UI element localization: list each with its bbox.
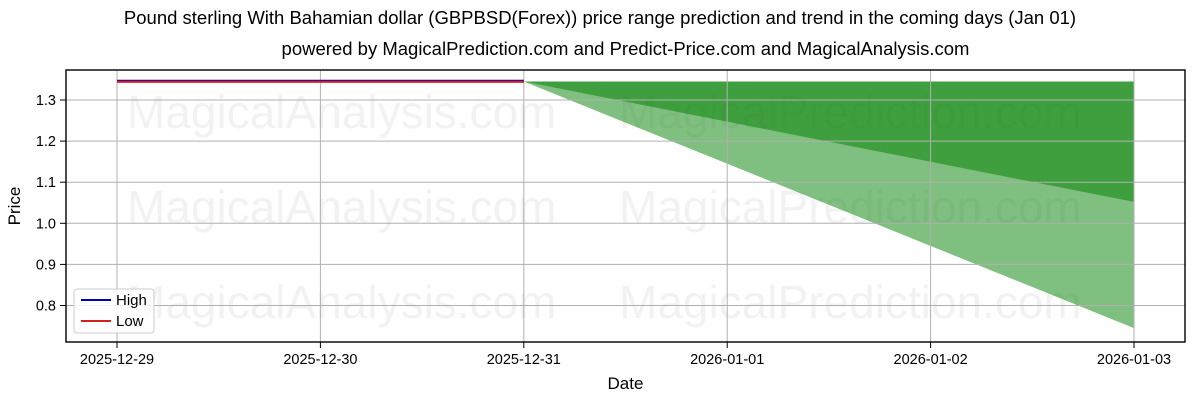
svg-text:MagicalPrediction.com: MagicalPrediction.com	[619, 276, 1082, 328]
svg-text:MagicalAnalysis.com: MagicalAnalysis.com	[127, 86, 556, 138]
svg-text:1.2: 1.2	[36, 134, 56, 150]
svg-text:2026-01-01: 2026-01-01	[690, 352, 764, 368]
svg-text:1.3: 1.3	[36, 93, 56, 109]
svg-text:1.0: 1.0	[36, 216, 56, 232]
svg-text:Date: Date	[608, 374, 644, 393]
svg-text:High: High	[116, 292, 147, 309]
svg-text:MagicalAnalysis.com: MagicalAnalysis.com	[127, 276, 556, 328]
svg-text:Price: Price	[5, 187, 24, 226]
svg-text:2025-12-31: 2025-12-31	[487, 352, 561, 368]
svg-text:1.1: 1.1	[36, 175, 56, 191]
svg-text:0.8: 0.8	[36, 299, 56, 315]
svg-text:MagicalAnalysis.com: MagicalAnalysis.com	[127, 181, 556, 233]
svg-text:2025-12-29: 2025-12-29	[80, 352, 154, 368]
svg-text:2026-01-02: 2026-01-02	[894, 352, 968, 368]
svg-text:2025-12-30: 2025-12-30	[283, 352, 357, 368]
svg-text:0.9: 0.9	[36, 257, 56, 273]
svg-text:2026-01-03: 2026-01-03	[1097, 352, 1171, 368]
svg-text:Low: Low	[116, 313, 144, 330]
